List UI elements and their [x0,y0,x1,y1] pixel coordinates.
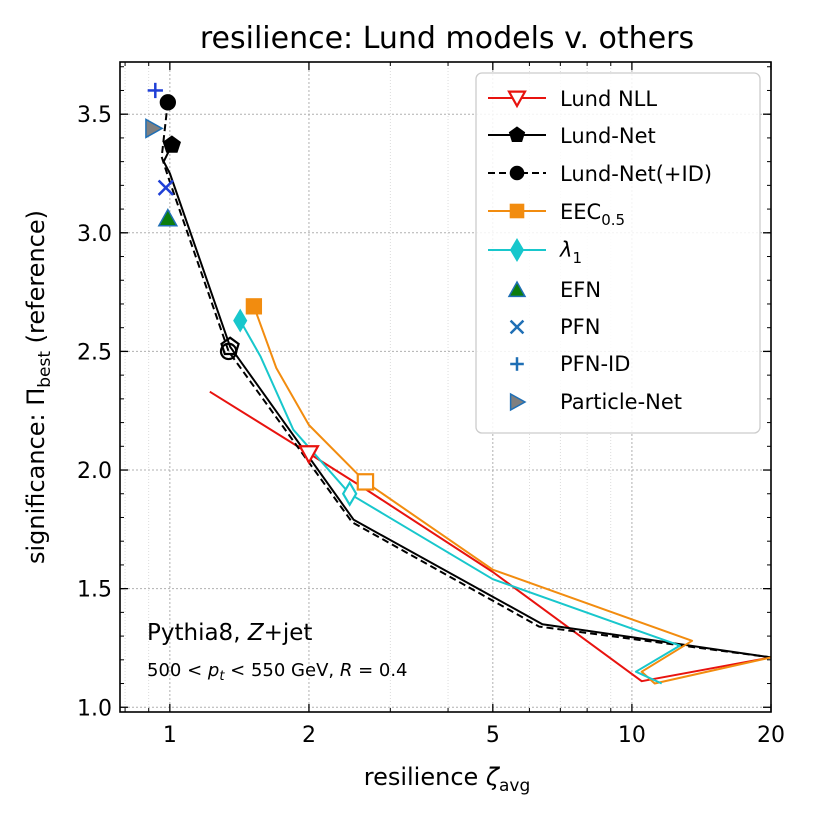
marker-1 [233,308,248,333]
legend-marker-eec-0-5-shape [509,203,525,219]
x-tick-label: 1 [163,723,177,748]
legend-marker-efn [507,280,527,298]
x-tick-label: 5 [486,723,500,748]
legend-label-particle-net: Particle-Net [560,390,682,414]
marker-lund-net-id [159,94,176,111]
series-layer [160,102,772,685]
marker-lund-nll [298,445,320,465]
legend-marker-lund-net-shape [508,126,526,142]
legend-label-efn: EFN [560,278,601,302]
y-tick-label: 3.5 [77,103,112,128]
legend-marker-eec-0-5 [509,203,525,219]
y-tick-label: 2.5 [77,340,112,365]
y-tick-labels: 1.0 1.5 2.0 2.5 3.0 3.5 [77,103,112,721]
legend-marker-particle-net [509,392,527,412]
legend-label-lambda: λ1 [559,238,582,267]
legend-box [475,72,761,434]
annotation: Pythia8, Z+jet 500 < pt < 550 GeV, R = 0… [147,620,408,684]
marker-eec-0-5-shape [245,298,263,315]
marker-lund-net-id-open [219,342,238,361]
legend-marker-lund-nll [507,90,527,109]
legend-marker-1 [509,238,525,262]
chart-title: resilience: Lund models v. others [200,21,694,56]
legend-marker-lund-net-id-shape [509,165,525,181]
legend-marker-particle-net-shape [509,392,527,412]
marker-lund-net [162,135,181,153]
legend: Lund NLL Lund-Net Lund-Net(+ID) EEC0.5 λ… [475,72,761,434]
legend-marker-lund-net [508,126,526,142]
marker-particle-net [145,118,164,139]
marker-lund-net-id-shape [159,94,176,111]
series-line-1 [239,320,681,685]
annotation-cuts: 500 < pt < 550 GeV, R = 0.4 [147,660,408,684]
marker-pfn [157,179,174,196]
legend-label-pfn: PFN [560,315,600,339]
x-tick-label: 10 [618,723,646,748]
series-line-eec-0-5 [252,305,772,685]
legend-label-lund-nll: Lund NLL [560,87,657,111]
marker-efn [157,208,179,227]
legend-label-pfn-id: PFN-ID [560,352,630,376]
marker-lund-nll-shape [298,445,320,465]
legend-marker-1-shape [509,238,525,262]
marker-lund-net-shape [162,135,181,153]
marker-eec-0-5 [245,298,263,315]
marker-1-shape [233,308,248,333]
marker-1-open-shape [341,480,358,507]
annotation-generator: Pythia8, Z+jet [147,620,312,646]
marker-efn-shape [157,208,179,227]
legend-label-eec: EEC0.5 [560,200,625,229]
marker-particle-net-shape [145,118,164,139]
legend-handles [488,90,546,412]
legend-marker-lund-net-id [509,165,525,181]
x-tick-label: 20 [757,723,785,748]
marker-layer [145,82,375,507]
y-tick-label: 1.0 [77,696,112,721]
legend-marker-lund-nll-shape [507,90,527,109]
x-axis-label: resilience ζavg [364,763,531,796]
plot-frame [119,61,772,713]
legend-marker-pfn-stroke-b [509,319,525,335]
y-axis-label: significance: Πbest (reference) [22,210,55,564]
series-line-lund-net-id [160,102,772,659]
ticks [120,62,772,712]
marker-1-open [341,480,358,507]
legend-marker-pfn-id [510,357,524,371]
marker-lund-net-id-open-shape [219,342,238,361]
series-line-lund-nll [209,390,772,683]
y-tick-label: 2.0 [77,459,112,484]
marker-pfn-id [147,82,163,99]
marker-eec-0-5-open-shape [356,473,375,491]
y-tick-label: 3.0 [77,222,112,247]
marker-lund-net-open-shape [220,336,240,356]
marker-pfn-stroke-b [157,179,174,196]
legend-label-lund-net: Lund-Net [560,124,656,148]
x-tick-labels: 1 2 5 10 20 [163,723,785,748]
x-tick-label: 2 [302,723,316,748]
legend-marker-efn-shape [507,280,527,298]
marker-lund-net-open [220,336,240,356]
marker-eec-0-5-open [356,473,375,491]
legend-marker-pfn [509,319,525,335]
legend-label-lund-net-id: Lund-Net(+ID) [560,162,712,186]
y-tick-label: 1.5 [77,578,112,603]
